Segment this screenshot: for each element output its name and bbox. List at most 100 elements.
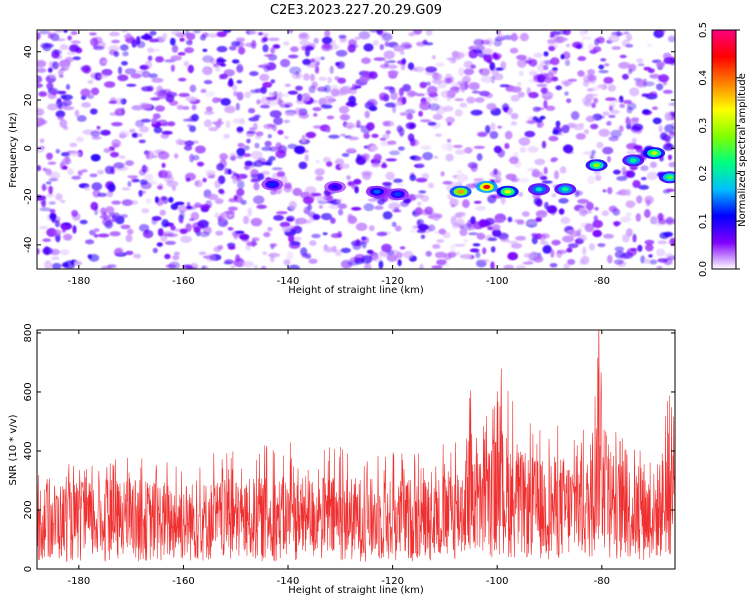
noise-blob <box>303 95 311 102</box>
noise-blob <box>330 233 342 239</box>
noise-blob <box>406 89 416 98</box>
noise-blob <box>419 101 431 111</box>
x-tick-label: -100 <box>486 276 509 287</box>
snr-y-ticks: 0 200 400 600 800 <box>23 323 675 572</box>
noise-blob <box>230 154 237 162</box>
noise-blob <box>540 87 548 94</box>
colorbar-gradient <box>712 30 736 269</box>
noise-blob <box>493 73 504 81</box>
noise-blob <box>504 130 513 140</box>
noise-blob <box>386 254 398 262</box>
noise-blob <box>321 43 333 52</box>
noise-blob <box>434 251 447 258</box>
noise-blob <box>558 208 565 215</box>
noise-blob <box>137 133 143 138</box>
noise-blob <box>468 49 479 59</box>
noise-blob <box>403 250 414 259</box>
noise-blob <box>602 111 610 116</box>
x-tick-label: -180 <box>67 576 90 587</box>
noise-blob <box>81 102 91 108</box>
noise-blob <box>216 31 227 38</box>
noise-blob <box>175 138 184 146</box>
noise-blob <box>500 237 510 243</box>
noise-blob <box>539 233 547 242</box>
noise-blob <box>304 46 315 51</box>
noise-blob <box>389 150 400 156</box>
noise-blob <box>46 193 55 198</box>
noise-blob <box>561 37 569 42</box>
noise-blob <box>549 34 555 38</box>
noise-blob <box>652 106 658 110</box>
noise-blob <box>266 96 277 101</box>
noise-blob <box>445 153 454 162</box>
noise-blob <box>348 39 357 47</box>
noise-blob <box>300 247 308 256</box>
noise-blob <box>193 30 201 34</box>
noise-blob <box>585 115 596 123</box>
noise-blob <box>269 146 279 152</box>
x-tick-label: -80 <box>594 276 610 287</box>
noise-blob <box>101 60 108 64</box>
noise-blob <box>478 68 483 73</box>
noise-blob <box>625 228 633 237</box>
noise-blob <box>89 32 97 36</box>
noise-blob <box>420 119 431 123</box>
noise-blob <box>188 39 193 46</box>
noise-blob <box>93 234 99 238</box>
noise-blob <box>490 122 496 131</box>
noise-blob <box>141 208 150 214</box>
noise-blob <box>157 151 170 160</box>
noise-blob <box>259 73 270 82</box>
noise-blob <box>480 39 491 45</box>
noise-blob <box>270 79 276 84</box>
noise-blob <box>580 210 593 214</box>
noise-blob <box>387 140 397 145</box>
noise-blob <box>454 243 466 247</box>
noise-blob <box>52 61 59 70</box>
noise-blob <box>114 108 126 117</box>
colorbar-ticks: 0.0 0.1 0.2 0.3 0.4 0.5 <box>698 22 740 277</box>
noise-blob <box>330 44 340 50</box>
noise-blob <box>397 259 402 267</box>
noise-blob <box>616 176 628 181</box>
x-tick-label: -180 <box>67 276 90 287</box>
noise-blob <box>90 37 99 47</box>
noise-blob <box>590 123 599 130</box>
noise-blob <box>232 118 242 124</box>
noise-blob <box>267 134 272 139</box>
noise-blob <box>482 48 493 55</box>
noise-blob <box>256 99 261 105</box>
noise-blob <box>154 196 159 204</box>
noise-blob <box>59 119 68 128</box>
signal-point <box>650 151 658 156</box>
noise-blob <box>113 51 120 57</box>
noise-blob <box>507 252 519 261</box>
noise-blob <box>552 129 559 135</box>
noise-blob <box>457 212 466 216</box>
noise-blob <box>662 89 673 94</box>
noise-blob <box>87 254 93 259</box>
noise-blob <box>382 211 393 220</box>
noise-blob <box>454 109 463 117</box>
noise-blob <box>305 253 312 259</box>
noise-blob <box>509 47 519 54</box>
noise-blob <box>541 140 547 149</box>
noise-blob <box>169 37 176 46</box>
noise-blob <box>147 55 153 61</box>
noise-blob <box>107 264 117 269</box>
noise-blob <box>227 206 238 211</box>
y-tick-label: -20 <box>23 188 34 204</box>
noise-blob <box>561 80 573 86</box>
noise-blob <box>326 161 333 167</box>
noise-blob <box>57 115 64 121</box>
noise-blob <box>164 253 171 260</box>
noise-blob <box>377 198 385 205</box>
noise-blob <box>618 125 624 133</box>
noise-blob <box>427 121 437 126</box>
noise-blob <box>297 93 303 102</box>
noise-blob <box>361 241 367 249</box>
noise-blob <box>543 72 554 80</box>
noise-blob <box>550 249 555 258</box>
noise-blob <box>74 109 80 117</box>
noise-blob <box>148 73 158 79</box>
